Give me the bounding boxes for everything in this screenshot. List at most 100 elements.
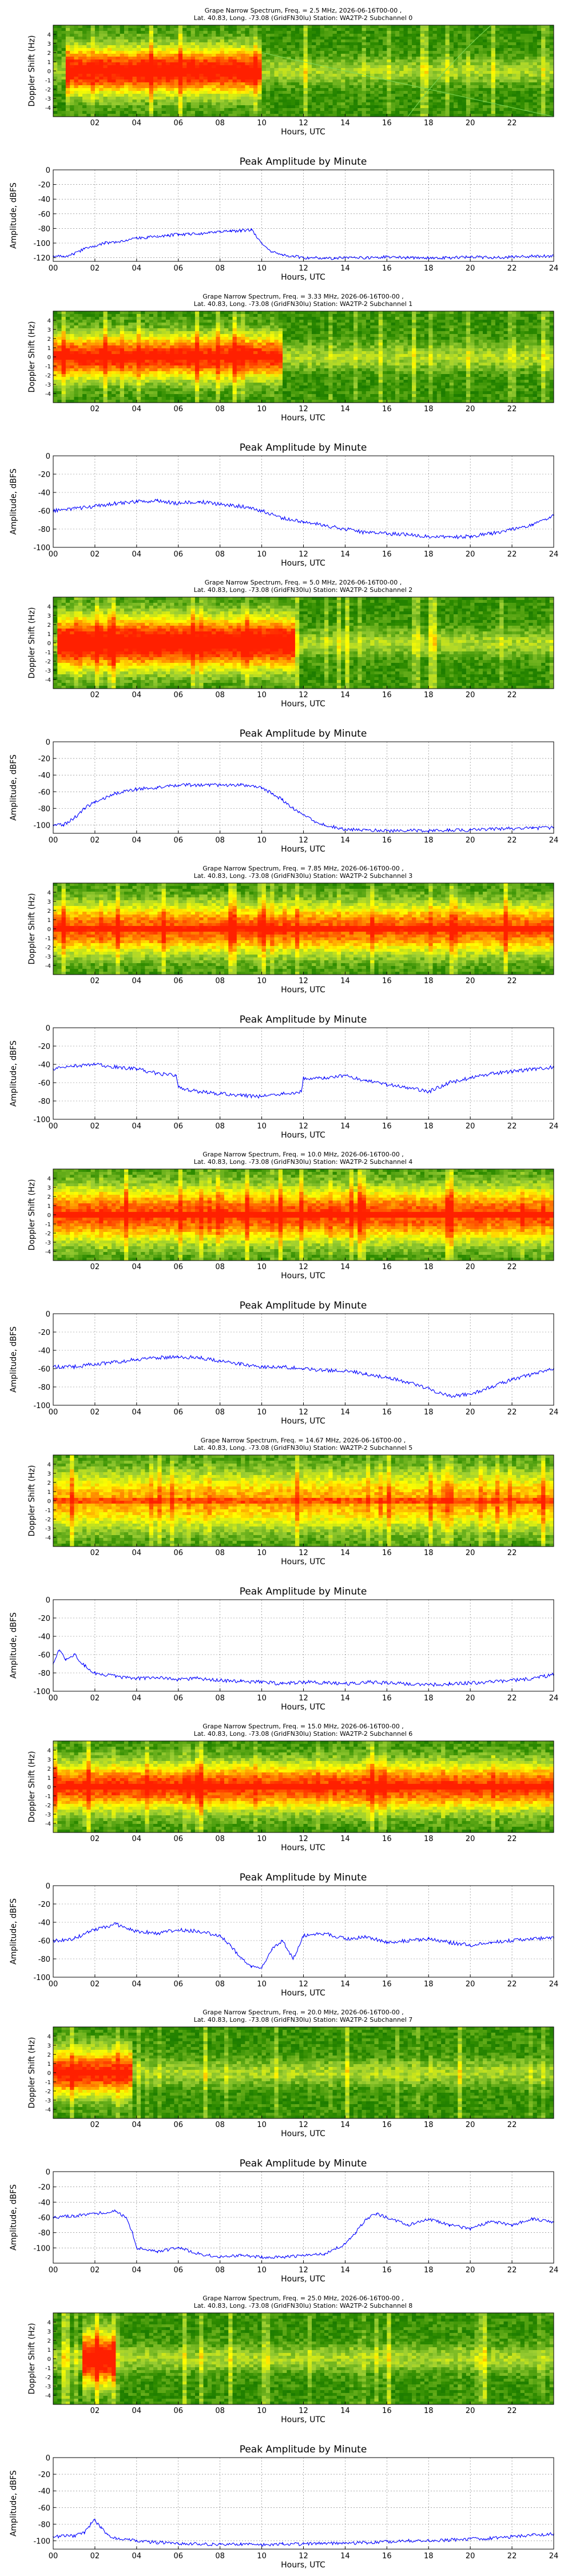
heatmap-cell <box>91 337 96 340</box>
heatmap-cell <box>516 105 521 109</box>
heatmap-cell <box>291 82 296 86</box>
heatmap-cell <box>74 34 78 37</box>
heatmap-cell <box>499 37 504 40</box>
heatmap-cell <box>62 357 66 360</box>
heatmap-cell <box>345 25 349 29</box>
heatmap-cell <box>487 97 491 100</box>
heatmap-cell <box>483 88 487 92</box>
heatmap-cell <box>470 57 475 60</box>
heatmap-cell <box>195 42 200 46</box>
heatmap-cell <box>424 108 429 112</box>
heatmap-cell <box>178 397 183 400</box>
heatmap-cell <box>128 360 133 363</box>
heatmap-cell <box>333 79 337 83</box>
heatmap-cell <box>99 397 104 400</box>
heatmap-cell <box>233 34 237 37</box>
heatmap-cell <box>424 51 429 54</box>
heatmap-cell <box>495 54 500 57</box>
heatmap-cell <box>257 37 262 40</box>
heatmap-cell <box>166 311 170 315</box>
heatmap-cell <box>199 51 204 54</box>
heatmap-cell <box>166 391 170 395</box>
heatmap-cell <box>91 314 96 317</box>
heatmap-cell <box>541 28 546 31</box>
heatmap-cell <box>404 97 408 100</box>
heatmap-cell <box>445 74 450 77</box>
heatmap-cell <box>516 31 521 34</box>
heatmap-cell <box>153 391 158 395</box>
heatmap-cell <box>141 74 145 77</box>
heatmap-cell <box>145 39 149 43</box>
heatmap-cell <box>128 62 133 66</box>
heatmap-cell <box>108 65 112 69</box>
heatmap-cell <box>66 351 70 355</box>
heatmap-cell <box>237 108 241 112</box>
heatmap-cell <box>279 105 283 109</box>
heatmap-cell <box>404 62 408 66</box>
heatmap-cell <box>57 79 62 83</box>
heatmap-cell <box>195 45 200 49</box>
heatmap-cell <box>104 97 108 100</box>
heatmap-cell <box>504 37 509 40</box>
heatmap-cell <box>62 45 66 49</box>
heatmap-cell <box>357 34 362 37</box>
heatmap-cell <box>124 343 129 346</box>
heatmap-cell <box>466 108 471 112</box>
heatmap-cell <box>137 74 141 77</box>
heatmap-cell <box>529 77 533 80</box>
heatmap-cell <box>320 108 325 112</box>
heatmap-cell <box>99 91 104 94</box>
heatmap-cell <box>387 25 391 29</box>
heatmap-cell <box>116 25 120 29</box>
heatmap-cell <box>216 34 220 37</box>
heatmap-cell <box>204 31 208 34</box>
heatmap-cell <box>53 343 58 346</box>
heatmap-cell <box>108 102 112 106</box>
heatmap-cell <box>454 88 458 92</box>
heatmap-cell <box>112 340 116 343</box>
heatmap-cell <box>349 97 354 100</box>
heatmap-cell <box>57 71 62 74</box>
heatmap-cell <box>362 48 367 51</box>
heatmap-cell <box>157 34 162 37</box>
heatmap-cell <box>157 59 162 63</box>
heatmap-cell <box>128 100 133 103</box>
heatmap-cell <box>112 385 116 389</box>
heatmap-cell <box>458 48 462 51</box>
heatmap-cell <box>104 385 108 389</box>
heatmap-cell <box>533 100 538 103</box>
heatmap-cell <box>153 380 158 383</box>
heatmap-cell <box>370 102 375 106</box>
heatmap-cell <box>70 365 74 369</box>
heatmap-cell <box>245 82 249 86</box>
heatmap-cell <box>112 365 116 369</box>
heatmap-cell <box>412 25 416 29</box>
heatmap-cell <box>379 85 383 89</box>
heatmap-cell <box>53 363 58 366</box>
heatmap-cell <box>116 340 120 343</box>
heatmap-cell <box>145 102 149 106</box>
heatmap-cell <box>186 62 191 66</box>
heatmap-cell <box>74 45 78 49</box>
heatmap-cell <box>370 57 375 60</box>
heatmap-cell <box>66 385 70 389</box>
heatmap-cell <box>145 82 149 86</box>
heatmap-cell <box>216 68 220 71</box>
heatmap-cell <box>474 108 479 112</box>
heatmap-cell <box>253 54 258 57</box>
line-y-tick-label: 0 <box>46 166 50 175</box>
heatmap-cell <box>420 25 425 29</box>
heatmap-cell <box>320 54 325 57</box>
heatmap-cell <box>479 74 483 77</box>
heatmap-cell <box>199 77 204 80</box>
heatmap-cell <box>108 71 112 74</box>
heatmap-cell <box>66 345 70 349</box>
heatmap-cell <box>537 100 542 103</box>
heatmap-cell <box>424 37 429 40</box>
heatmap-cell <box>450 97 454 100</box>
heatmap-cell <box>516 100 521 103</box>
line-y-tick-label: -20 <box>38 181 50 190</box>
heatmap-cell <box>399 54 404 57</box>
heatmap-cell <box>287 88 291 92</box>
heatmap-cell <box>499 65 504 69</box>
